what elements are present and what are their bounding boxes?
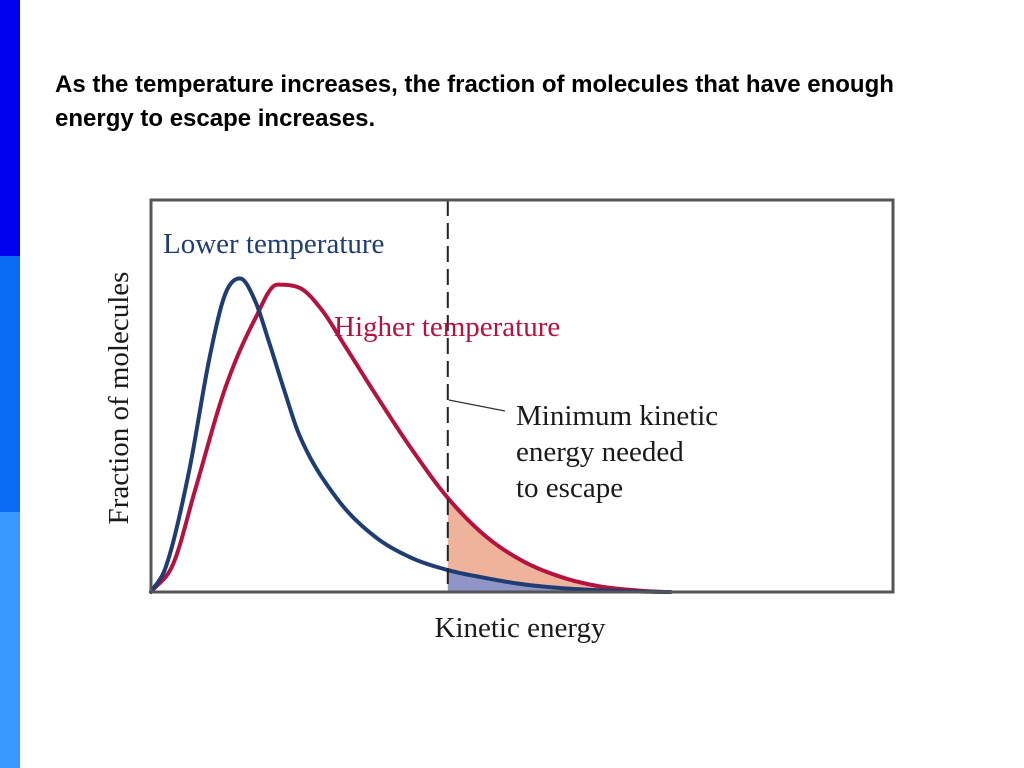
threshold-label-line-2: energy needed — [516, 436, 684, 468]
higher-temperature-curve — [149, 282, 673, 594]
escape-region-fills — [447, 497, 671, 592]
lower-temperature-curve — [149, 276, 673, 594]
slide-title: As the temperature increases, the fracti… — [55, 71, 894, 132]
side-bar-segment-bottom — [0, 512, 20, 768]
side-bar-segment-top — [0, 0, 20, 256]
threshold-label-pointer — [448, 399, 506, 412]
plot-frame — [149, 198, 895, 594]
side-bar-segment-middle — [0, 256, 20, 512]
distribution-curves — [149, 276, 673, 594]
threshold-label-line-1: Minimum kinetic — [516, 400, 718, 432]
higher-temperature-escape-area — [447, 497, 671, 592]
slide-side-bar — [0, 0, 20, 768]
x-axis-label: Kinetic energy — [435, 612, 606, 644]
higher-temperature-label: Higher temperature — [334, 311, 560, 343]
lower-temperature-label: Lower temperature — [163, 228, 384, 260]
lower-temperature-escape-area — [447, 570, 671, 592]
y-axis-label: Fraction of molecules — [103, 272, 135, 525]
threshold-label-line-3: to escape — [516, 472, 623, 504]
